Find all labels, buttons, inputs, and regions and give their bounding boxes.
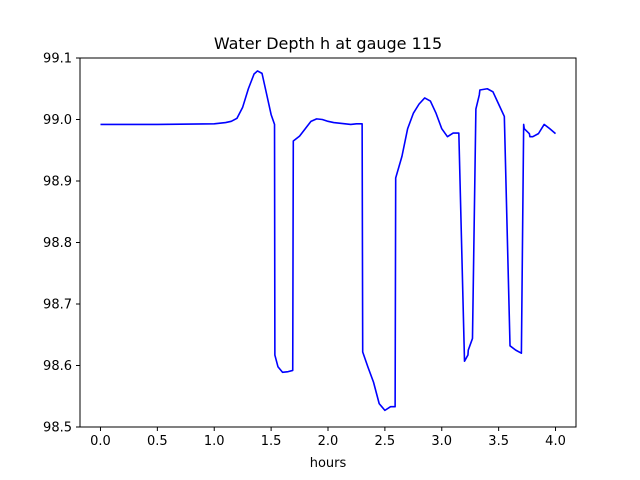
y-tick-label: 98.8 <box>43 236 72 251</box>
x-tick-label: 3.5 <box>488 434 509 449</box>
y-tick-label: 99.0 <box>43 113 72 128</box>
y-tick-label: 99.1 <box>43 52 72 67</box>
x-tick-label: 2.5 <box>375 434 396 449</box>
x-tick-label: 0.5 <box>147 434 168 449</box>
x-tick-label: 4.0 <box>545 434 566 449</box>
x-tick-label: 1.0 <box>204 434 225 449</box>
y-tick-label: 98.5 <box>43 421 72 436</box>
x-tick-label: 2.0 <box>318 434 339 449</box>
y-tick-label: 98.7 <box>43 298 72 313</box>
y-tick-label: 98.9 <box>43 175 72 190</box>
x-axis-label: hours <box>310 456 347 471</box>
x-tick-label: 3.0 <box>431 434 452 449</box>
plot-area: 0.0 0.5 1.0 1.5 2.0 2.5 3.0 3.5 4.0 98.5 98.6 98.7 9… <box>43 52 577 449</box>
series-line-0 <box>100 70 557 412</box>
x-tick-label: 0.0 <box>90 434 111 449</box>
chart-title: Water Depth h at gauge 115 <box>214 34 442 53</box>
y-tick-label: 98.6 <box>43 359 72 374</box>
x-tick-label: 1.5 <box>261 434 282 449</box>
